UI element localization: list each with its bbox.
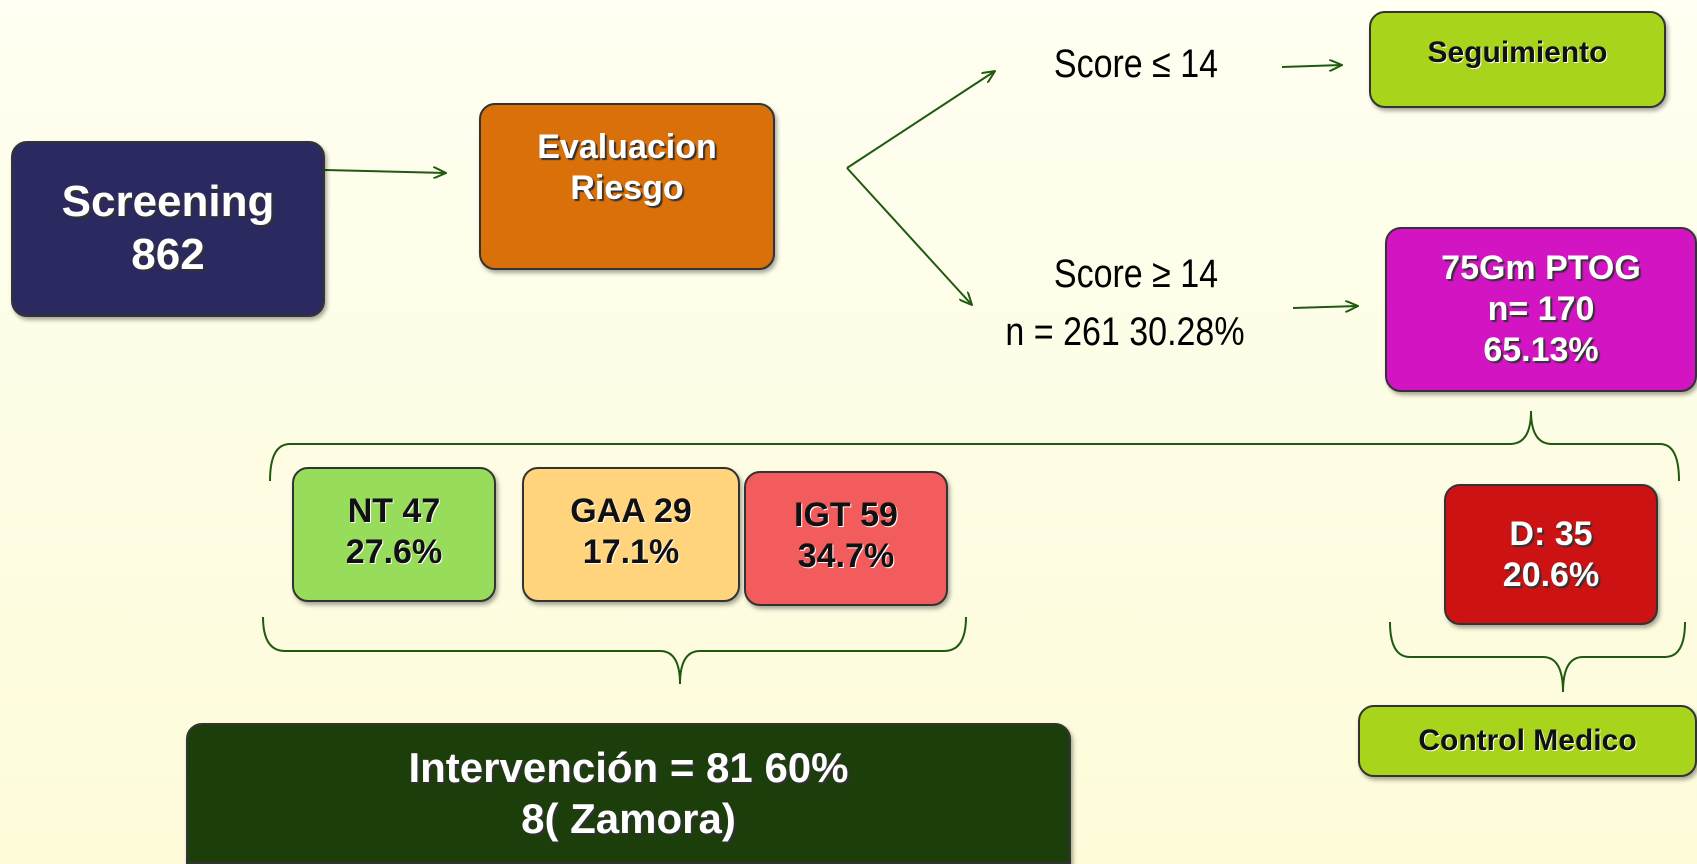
box-text: Control Medico [1418, 724, 1637, 757]
box-text: Intervención = 81 60% [408, 744, 849, 792]
box-text: NT 47 [347, 492, 441, 530]
box-text: Evaluacion [537, 128, 717, 166]
gaa-box: GAA 29 17.1% [522, 467, 740, 602]
box-text: Seguimiento [1427, 36, 1608, 69]
box-text: IGT 59 [794, 496, 898, 534]
box-text: 27.6% [345, 532, 443, 571]
arrow [324, 170, 446, 173]
score-label: Score ≤ 14 [1053, 42, 1219, 86]
seguimiento-box: Seguimiento [1369, 11, 1666, 108]
box-text: 65.13% [1483, 330, 1599, 369]
ptog-box: 75Gm PTOG n= 170 65.13% [1385, 227, 1697, 392]
arrow [846, 71, 995, 169]
brace [1389, 621, 1686, 693]
brace [262, 616, 967, 685]
count-label: n = 261 30.28% [1005, 310, 1245, 354]
arrow [1292, 306, 1358, 308]
box-text: Riesgo [570, 168, 684, 207]
box-text: 8( Zamora) [521, 794, 736, 842]
control-box: Control Medico [1358, 705, 1697, 777]
arrow [846, 167, 972, 305]
d-box: D: 35 20.6% [1444, 484, 1658, 625]
box-text: 75Gm PTOG [1441, 249, 1641, 288]
box-text: Screening [61, 177, 275, 227]
score-label: Score ≥ 14 [1053, 252, 1219, 296]
box-text: 34.7% [797, 536, 895, 575]
igt-box: IGT 59 34.7% [744, 471, 948, 606]
intervencion-box: Intervención = 81 60% 8( Zamora) [186, 723, 1071, 864]
box-text: 862 [131, 230, 205, 279]
box-text: D: 35 [1509, 514, 1593, 553]
box-text: 17.1% [582, 532, 680, 571]
brace [269, 410, 1680, 482]
nt-box: NT 47 27.6% [292, 467, 496, 602]
box-text: 20.6% [1502, 555, 1600, 594]
box-text: GAA 29 [570, 492, 692, 530]
arrow [1281, 65, 1342, 67]
box-text: n= 170 [1487, 290, 1595, 329]
evaluacion-box: Evaluacion Riesgo [479, 103, 775, 270]
screening-box: Screening 862 [11, 141, 325, 317]
